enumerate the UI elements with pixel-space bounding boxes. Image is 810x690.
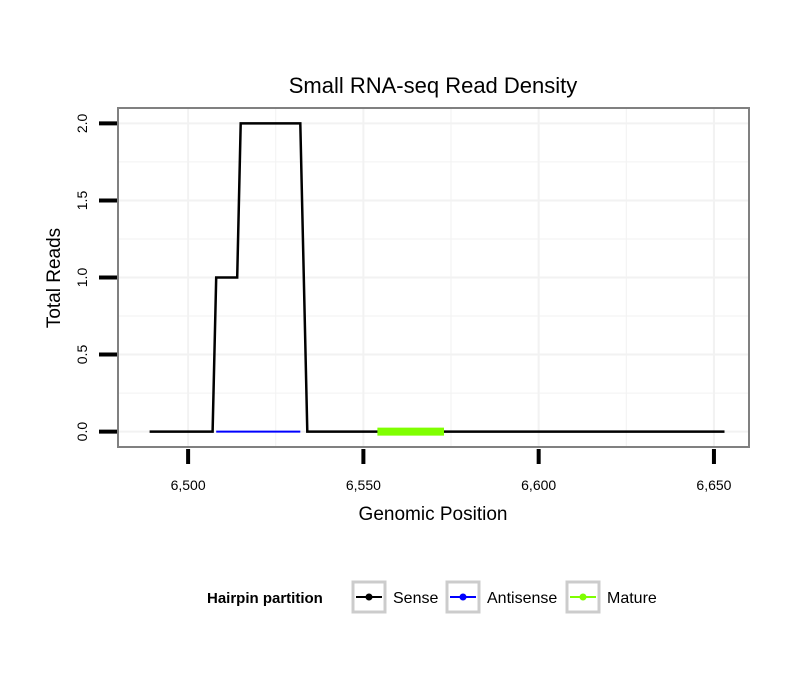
y-tick-label: 0.0 — [74, 422, 90, 442]
plot-border — [117, 107, 750, 448]
legend: Hairpin partition Sense Antisense Mature — [207, 580, 657, 614]
legend-entry-label: Sense — [393, 590, 438, 607]
y-axis-label: Total Reads — [44, 228, 65, 328]
series-line-sense — [149, 122, 725, 433]
y-tick-label: 1.0 — [74, 268, 90, 288]
legend-key-dot — [459, 593, 467, 601]
legend-entry-label: Mature — [607, 590, 657, 607]
legend-key-dot — [365, 593, 373, 601]
legend-entry-label: Antisense — [487, 590, 557, 607]
x-tick-label: 6,650 — [696, 477, 731, 493]
x-tick-label: 6,500 — [171, 477, 206, 493]
x-tick-label: 6,600 — [521, 477, 556, 493]
legend-key-dot — [579, 593, 587, 601]
grid-lines — [118, 108, 749, 447]
x-axis: 6,500 6,550 6,600 6,650 — [171, 449, 732, 493]
x-tick-label: 6,550 — [346, 477, 381, 493]
y-tick-label: 1.5 — [74, 191, 90, 211]
chart-title: Small RNA-seq Read Density — [289, 73, 578, 98]
y-axis: 0.0 0.5 1.0 1.5 2.0 — [74, 113, 117, 441]
y-tick-label: 2.0 — [74, 113, 90, 133]
data-series — [149, 122, 725, 436]
legend-title: Hairpin partition — [207, 590, 323, 607]
x-axis-label: Genomic Position — [359, 504, 508, 525]
y-tick-label: 0.5 — [74, 345, 90, 365]
